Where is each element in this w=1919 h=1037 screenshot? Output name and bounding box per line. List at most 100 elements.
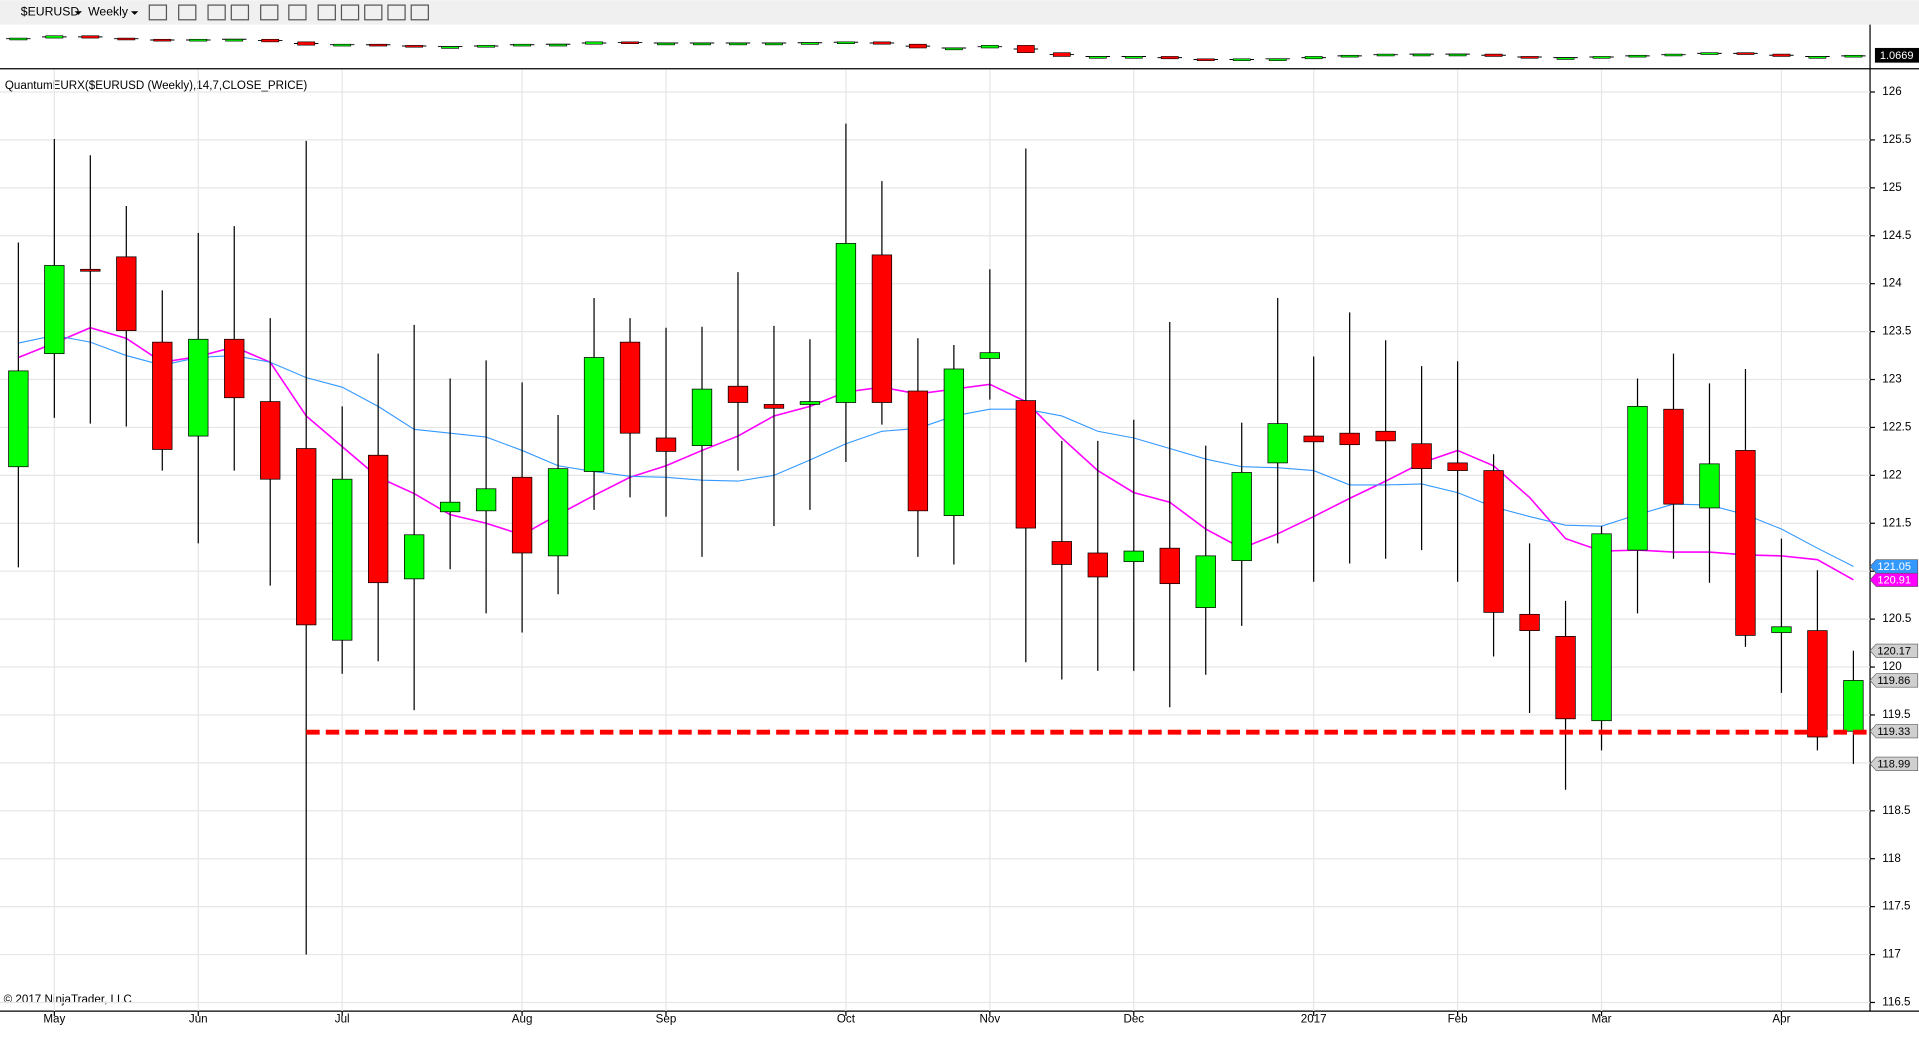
y-tick-label: 126 (1882, 85, 1901, 98)
candle-body (152, 341, 173, 450)
candle-body (511, 476, 533, 554)
y-tick-label: 119.5 (1882, 708, 1910, 721)
mini-candle (1592, 56, 1611, 59)
price-marker-label: 119.33 (1877, 726, 1910, 738)
last-price-label: 1.0669 (1880, 50, 1914, 62)
icon[interactable] (387, 4, 406, 21)
mini-candle (1304, 56, 1323, 60)
candle-body (116, 256, 137, 332)
icon[interactable] (178, 4, 197, 21)
x-tick-label: Sep (656, 1013, 677, 1026)
mini-candle (1232, 58, 1251, 61)
mini-candle (1016, 45, 1035, 53)
y-tick-label: 124 (1882, 277, 1902, 290)
y-tick-label: 121.5 (1882, 516, 1911, 529)
candle-body (8, 370, 29, 468)
price-marker-box (1869, 673, 1919, 688)
icon[interactable] (260, 4, 279, 21)
toolbar-icons[interactable] (148, 4, 429, 21)
price-marker: 120.91 (1869, 572, 1919, 587)
moving-average (18, 326, 1854, 581)
mini-candle (1556, 57, 1575, 60)
candle-body (1159, 547, 1180, 585)
symbol-selector[interactable]: $EURUSD (21, 5, 80, 19)
mini-candle (980, 45, 999, 49)
candle-body (1555, 636, 1576, 720)
price-marker-box (1869, 559, 1919, 574)
dropdown-arrow (74, 11, 82, 15)
y-tick-label: 120 (1882, 660, 1901, 673)
candle-body (1123, 550, 1144, 562)
icon[interactable] (207, 4, 226, 21)
mini-candle (333, 43, 352, 47)
y-tick-label: 117.5 (1882, 900, 1910, 913)
y-tick-label: 123 (1882, 373, 1901, 386)
mini-candle (1088, 56, 1107, 59)
x-tick-label: Jul (335, 1013, 350, 1026)
x-tick-label: Feb (1448, 1013, 1468, 1026)
candle-body (188, 338, 209, 437)
price-marker-box (1869, 756, 1919, 771)
candle-body (835, 243, 857, 403)
mini-candle (1412, 53, 1431, 57)
x-tick-label: Jun (189, 1013, 208, 1026)
price-marker-label: 120.91 (1877, 574, 1911, 586)
icon[interactable] (288, 4, 307, 21)
last-price-box (1874, 47, 1919, 63)
mini-candle (225, 38, 244, 42)
candle-body (547, 468, 569, 557)
icon[interactable] (364, 4, 383, 21)
candle-body (1375, 430, 1396, 442)
x-tick-label: Dec (1123, 1013, 1144, 1026)
mini-candle (1340, 54, 1359, 58)
mini-candle (1772, 53, 1791, 57)
candle-body (943, 368, 965, 516)
x-tick-label: May (43, 1013, 65, 1026)
candle-body (691, 388, 713, 447)
mini-candle (81, 35, 100, 39)
mini-candle (693, 42, 711, 46)
y-tick-label: 116.5 (1882, 996, 1910, 1009)
mini-candle (909, 43, 927, 49)
icon[interactable] (317, 4, 336, 21)
mini-candle (621, 41, 639, 44)
moving-average (18, 334, 1854, 567)
candle-body (1015, 400, 1036, 529)
candle-body (1771, 626, 1792, 633)
mini-candle (1124, 56, 1143, 59)
mini-candle (513, 43, 531, 47)
candle-body (1807, 630, 1828, 738)
mini-candle (1376, 53, 1395, 57)
candle-body (727, 385, 749, 403)
icon[interactable] (410, 4, 429, 21)
price-marker-label: 120.17 (1877, 645, 1911, 657)
candle-body (1591, 533, 1612, 722)
candle-body (1627, 405, 1648, 551)
toolbar (0, 0, 1919, 25)
candle-body (403, 534, 425, 580)
icon[interactable] (230, 4, 250, 21)
y-tick-label: 122 (1882, 468, 1901, 481)
mini-candle (944, 47, 963, 51)
x-tick-label: Aug (512, 1013, 533, 1026)
mini-candle (765, 42, 783, 46)
indicator-label: QuantumEURX($EURUSD (Weekly),14,7,CLOSE_… (5, 79, 307, 92)
y-tick-label: 125.5 (1882, 133, 1911, 146)
price-marker: 120.17 (1869, 643, 1919, 658)
icon[interactable] (148, 4, 168, 21)
candle-body (1231, 472, 1252, 562)
candle-body (44, 265, 65, 355)
mini-candle (297, 41, 316, 46)
y-tick-label: 120.5 (1882, 612, 1911, 625)
period-selector[interactable]: Weekly (88, 5, 129, 19)
mini-candle (729, 42, 747, 46)
mini-candle (1844, 54, 1863, 58)
mini-candle (369, 43, 388, 47)
icon[interactable] (340, 4, 360, 21)
mini-candle (1268, 58, 1287, 61)
candle-body (80, 268, 101, 272)
mini-candle (117, 37, 136, 41)
mini-candle (585, 41, 603, 45)
mini-candle (837, 41, 855, 44)
